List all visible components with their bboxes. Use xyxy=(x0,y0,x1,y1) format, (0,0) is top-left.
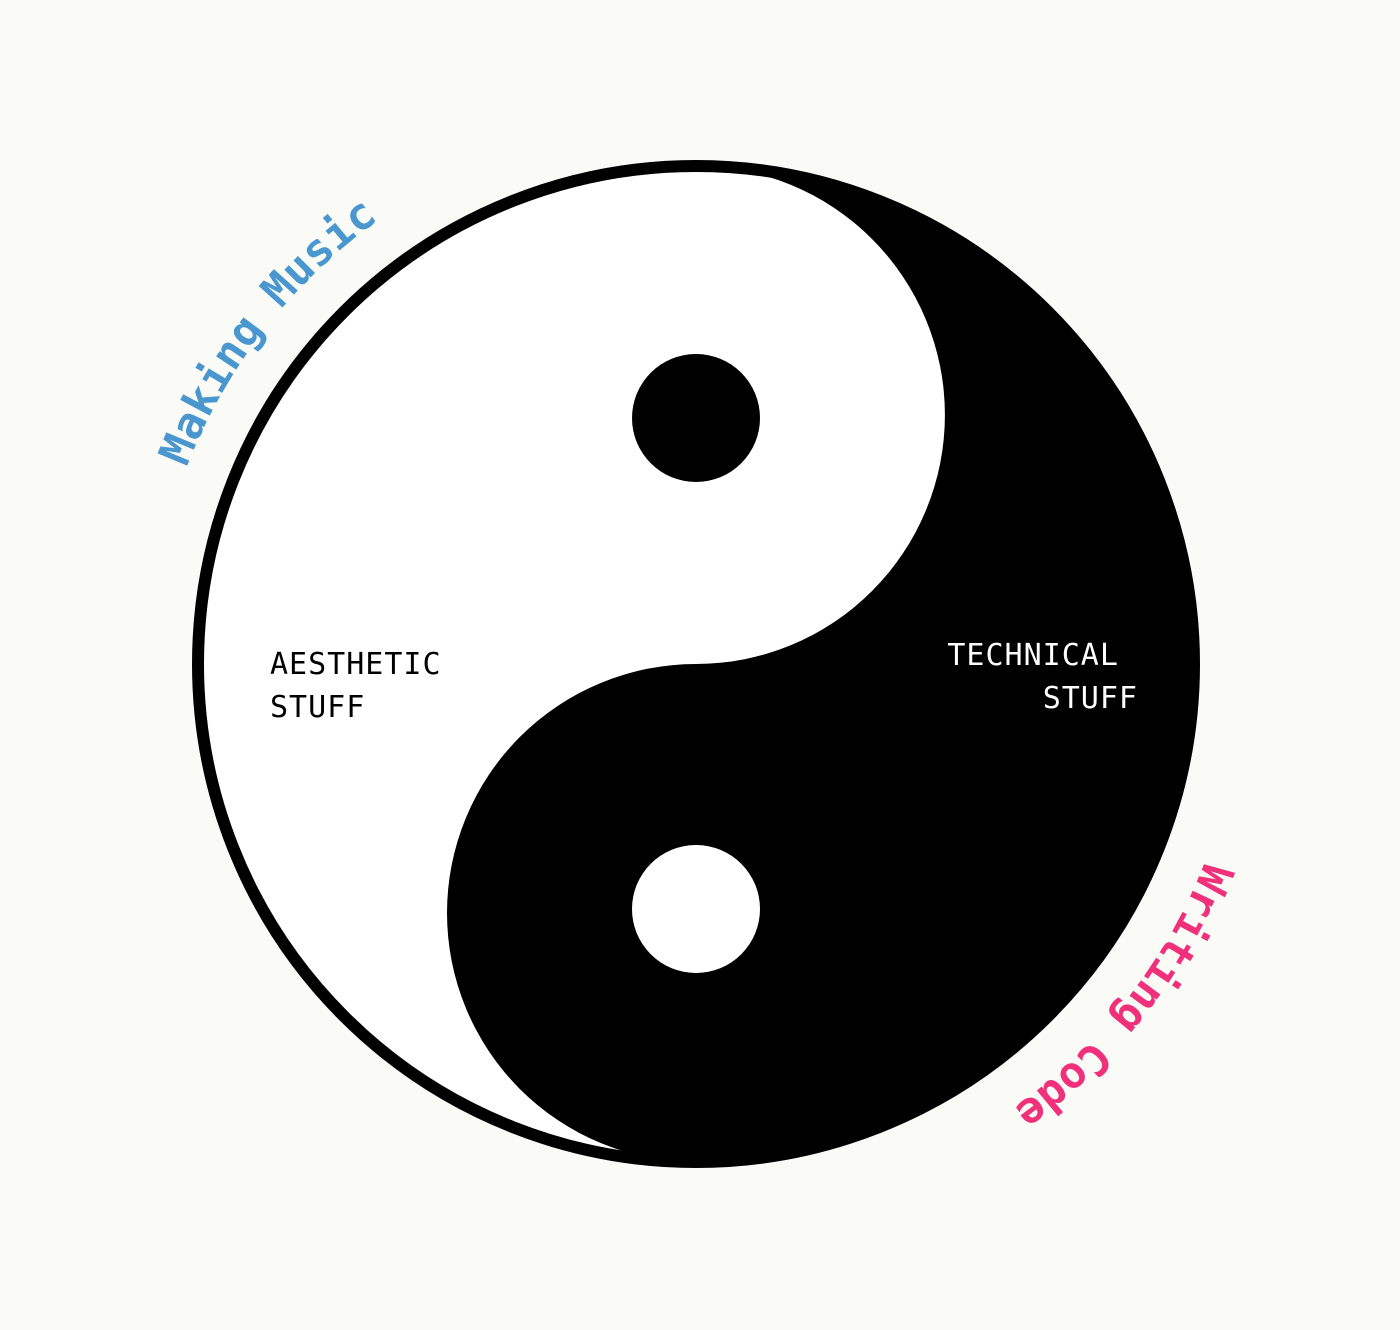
technical-stuff-label: TECHNICAL STUFF xyxy=(947,638,1138,716)
technical-line-1: TECHNICAL xyxy=(947,638,1119,673)
aesthetic-line-1: AESTHETIC xyxy=(270,647,442,682)
yin-dot-top xyxy=(632,354,760,482)
technical-line-2: STUFF xyxy=(1043,681,1138,716)
aesthetic-line-2: STUFF xyxy=(270,690,365,725)
aesthetic-stuff-label: AESTHETIC STUFF xyxy=(270,647,461,725)
yang-dot-bottom xyxy=(632,845,760,973)
